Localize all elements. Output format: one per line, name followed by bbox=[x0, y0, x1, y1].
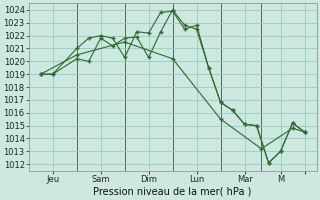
X-axis label: Pression niveau de la mer( hPa ): Pression niveau de la mer( hPa ) bbox=[93, 187, 252, 197]
